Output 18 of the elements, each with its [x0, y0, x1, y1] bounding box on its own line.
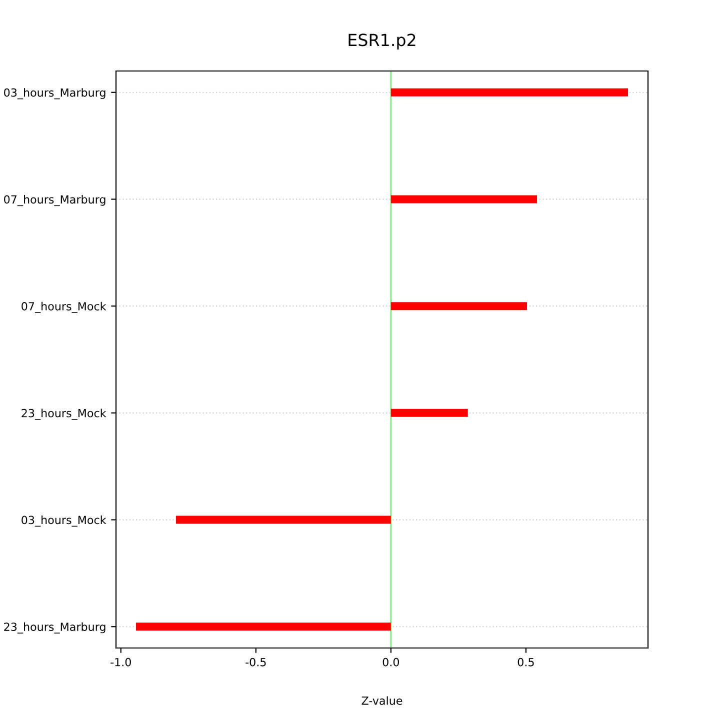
y-tick-label: 03_hours_Mock [22, 516, 106, 527]
chart-title: ESR1.p2 [348, 34, 416, 50]
y-tick-label: 23_hours_Mock [22, 408, 106, 420]
y-tick-label: 23_hours_Marburg [4, 622, 106, 634]
bar [136, 622, 391, 631]
x-tick-label: -1.0 [110, 658, 131, 666]
bar [390, 408, 468, 417]
bar [176, 516, 391, 524]
x-axis-title: Z-value [362, 696, 402, 705]
y-tick-label: 07_hours_Mock [22, 302, 106, 313]
x-tick-label: -0.5 [246, 658, 266, 666]
bar [390, 88, 628, 96]
y-tick-label: 03_hours_Marburg [4, 88, 106, 100]
bar [390, 195, 538, 204]
bar [390, 302, 528, 310]
y-tick-label: 07_hours_Marburg [4, 195, 106, 206]
x-tick-label: 0.5 [518, 658, 534, 666]
x-tick-label: 0.0 [382, 658, 400, 666]
